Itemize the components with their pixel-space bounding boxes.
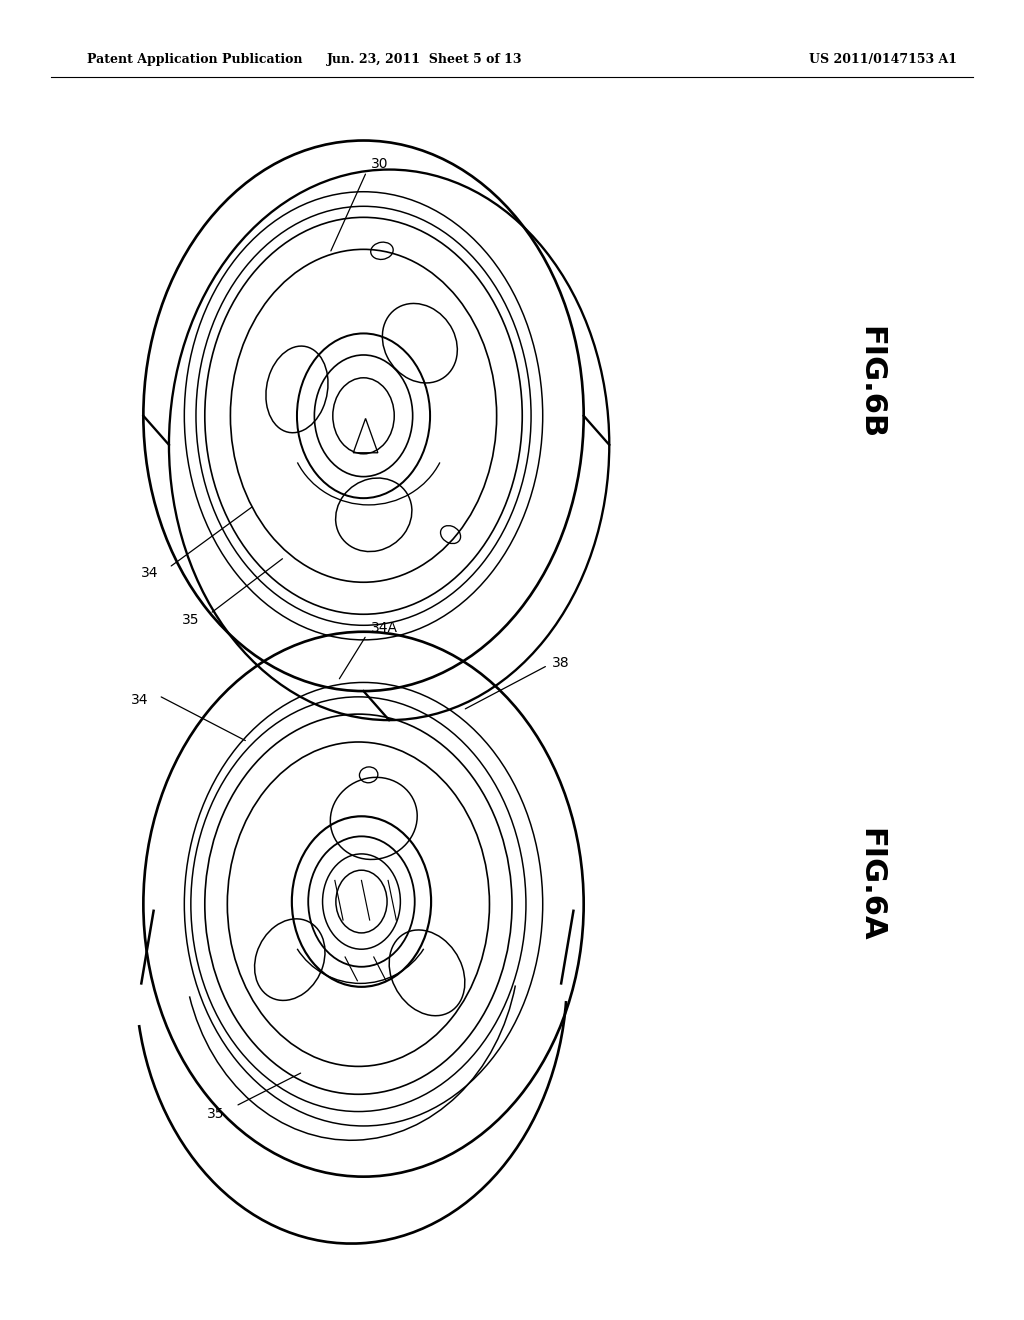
Text: FIG.6A: FIG.6A	[856, 828, 885, 941]
Text: US 2011/0147153 A1: US 2011/0147153 A1	[809, 53, 957, 66]
Text: 34: 34	[141, 566, 159, 579]
Text: FIG.6B: FIG.6B	[856, 326, 885, 440]
Text: 34A: 34A	[371, 622, 397, 635]
Text: Jun. 23, 2011  Sheet 5 of 13: Jun. 23, 2011 Sheet 5 of 13	[328, 53, 522, 66]
Text: 38: 38	[552, 656, 569, 669]
Text: Patent Application Publication: Patent Application Publication	[87, 53, 302, 66]
Text: 34: 34	[131, 693, 148, 706]
Text: 35: 35	[207, 1107, 224, 1121]
Text: 35: 35	[182, 614, 200, 627]
Text: 30: 30	[371, 157, 388, 170]
